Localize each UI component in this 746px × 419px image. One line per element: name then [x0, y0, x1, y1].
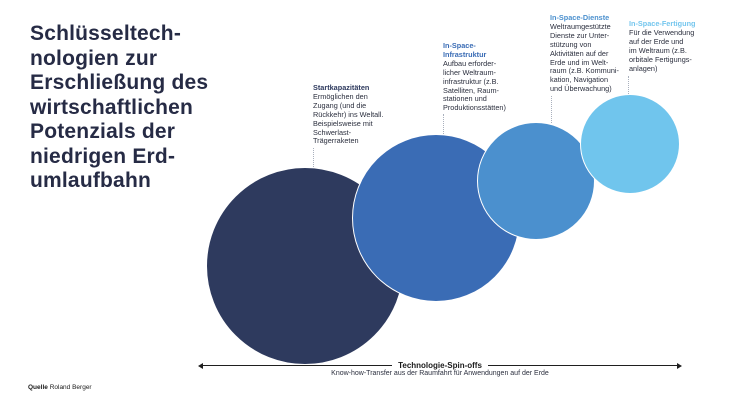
connector-line-in-space-fertigung	[628, 76, 629, 94]
connector-line-startkapazitaeten	[313, 148, 314, 167]
spinoff-axis: Technologie-Spin-offs	[198, 361, 682, 370]
axis-label: Technologie-Spin-offs	[398, 361, 482, 370]
source-prefix: Quelle	[28, 384, 48, 391]
label-in-space-fertigung: In-Space-Fertigung Für die Verwendung au…	[629, 19, 724, 73]
circle-in-space-dienste	[477, 122, 595, 240]
label-body: Für die Verwendung auf der Erde und im W…	[629, 27, 695, 73]
arrow-left-icon	[198, 362, 203, 369]
circle-in-space-fertigung	[580, 94, 680, 194]
source-text: Roland Berger	[49, 384, 92, 391]
label-in-space-dienste: In-Space-Dienste Weltraumgestützte Diens…	[550, 13, 645, 94]
connector-line-in-space-dienste	[551, 96, 552, 123]
arrow-right-icon	[677, 362, 682, 369]
label-body: Weltraumgestützte Dienste zur Unter- stü…	[550, 21, 619, 94]
source-credit: Quelle Roland Berger	[28, 384, 92, 391]
axis-line	[487, 365, 677, 366]
label-body: Aufbau erforder- licher Weltraum- infras…	[443, 58, 506, 113]
label-title: In-Space-Dienste	[550, 13, 610, 22]
page-title: Schlüsseltech- nologien zur Erschließung…	[30, 22, 209, 192]
label-startkapazitaeten: Startkapazitäten Ermöglichen den Zugang …	[313, 83, 408, 146]
axis-sublabel: Know-how-Transfer aus der Raumfahrt für …	[331, 370, 549, 377]
label-title: In-Space-Fertigung	[629, 19, 696, 28]
label-in-space-infrastruktur: In-Space- Infrastruktur Aufbau erforder-…	[443, 41, 538, 113]
connector-line-in-space-infrastruktur	[443, 114, 444, 134]
label-body: Ermöglichen den Zugang (und die Rückkehr…	[313, 91, 384, 146]
label-title: In-Space- Infrastruktur	[443, 41, 487, 59]
label-title: Startkapazitäten	[313, 83, 370, 92]
axis-line	[203, 365, 393, 366]
